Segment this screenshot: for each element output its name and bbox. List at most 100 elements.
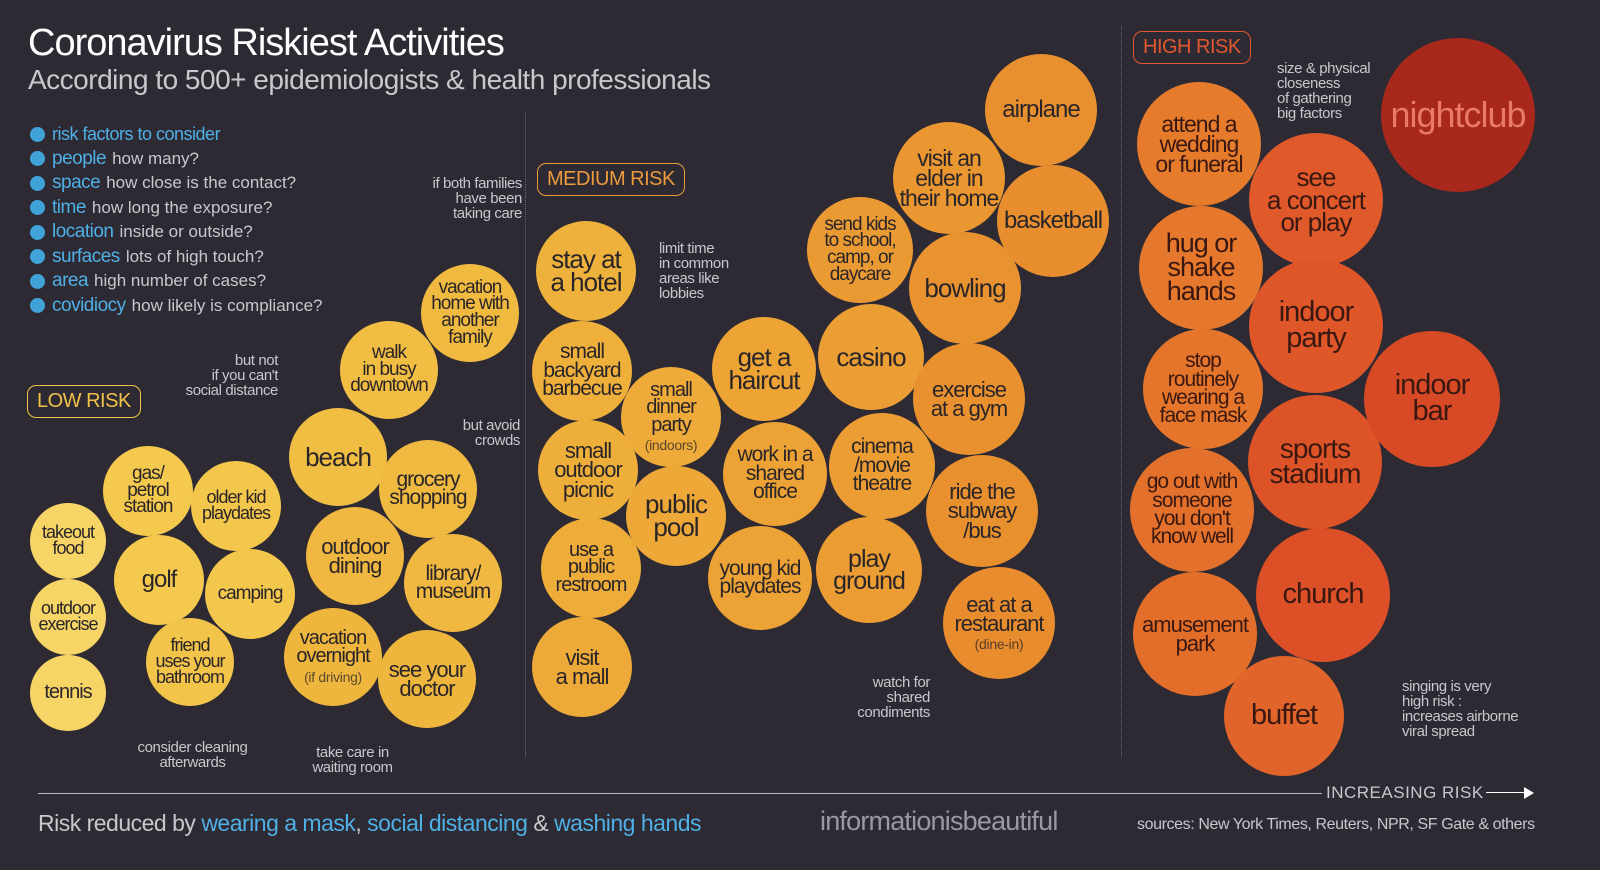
activity-work-in-a-shared-office: work in a shared office [723,422,827,526]
activity-label: small backyard barbecue [542,340,623,401]
activity-send-kids-to-school-camp-or-daycare: send kids to school, camp, or daycare [807,197,913,303]
factor-area: area high number of cases? [30,269,323,294]
activity-label: outdoor dining [321,533,390,578]
high-risk-label: HIGH RISK [1133,31,1251,64]
activity-label: basketball [1003,207,1103,235]
note-both-families: if both families have been taking care [432,175,523,222]
activity-label: see your doctor [388,656,466,701]
activity-sub-label: (if driving) [304,668,362,685]
risk-factor-list: risk factors to consider people how many… [30,122,323,318]
activity-label: visit a mall [555,644,610,689]
activity-label: eat at a restaurant [954,591,1044,636]
activity-visit-an-elder-in-their-home: visit an elder in their home [893,122,1005,234]
activity-indoor-party: indoor party [1249,259,1383,393]
note-waiting-room: take care in waiting room [312,744,393,776]
factor-name: space [52,172,101,194]
activity-label: use a public restroom [555,538,628,596]
globe-icon [30,273,45,289]
footer-distancing: social distancing [367,810,528,836]
activity-grocery-shopping: grocery shopping [379,440,477,538]
activity-bowling: bowling [909,232,1021,344]
low-risk-label: LOW RISK [27,385,141,418]
factor-name: covidiocy [52,294,126,316]
activity-basketball: basketball [997,165,1109,277]
activity-church: church [1256,528,1390,662]
activity-label: see a concert or play [1267,161,1366,238]
axis-arrow [1486,792,1530,793]
risk-factors-heading-text: risk factors to consider [52,123,221,144]
activity-indoor-bar: indoor bar [1364,331,1500,467]
factor-surfaces: surfaces lots of high touch? [30,245,323,270]
activity-vacation-home-with-another-family: vacation home with another family [421,264,519,362]
activity-gas-petrol-station: gas/ petrol station [103,446,193,536]
activity-play-ground: play ground [816,517,922,623]
activity-older-kid-playdates: older kid playdates [191,461,281,551]
activity-label: walk in busy downtown [350,341,429,397]
footer-washing: washing hands [554,810,702,836]
brand-logo: informationisbeautiful [820,806,1058,836]
activity-cinema-movie-theatre: cinema /movie theatre [829,413,935,519]
factor-name: surfaces [52,245,120,267]
activity-sub-label: (dine-in) [974,636,1024,653]
factor-desc: how close is the contact? [106,173,297,193]
activity-label: vacation overnight [296,627,370,667]
activity-label: go out with someone you don't know well [1146,470,1239,549]
activity-young-kid-playdates: young kid playdates [708,526,812,630]
note-social-distance: but not if you can't social distance [185,352,279,399]
clock-icon [30,200,45,216]
activity-label: cinema /movie theatre [851,435,914,496]
activity-nightclub: nightclub [1381,38,1535,192]
activity-sub-label: (indoors) [644,437,698,454]
activity-label: small outdoor picnic [554,437,623,502]
factor-desc: lots of high touch? [125,246,264,266]
risk-factors-heading: risk factors to consider [30,122,323,147]
activity-small-backyard-barbecue: small backyard barbecue [532,321,632,421]
activity-label: vacation home with another family [431,276,510,348]
activity-attend-a-wedding-or-funeral: attend a wedding or funeral [1137,82,1261,206]
activity-public-pool: public pool [626,466,726,566]
factor-desc: how many? [112,148,199,168]
activity-label: bowling [924,272,1006,303]
activity-amusement-park: amusement park [1133,572,1257,696]
activity-get-a-haircut: get a haircut [712,317,816,421]
activity-casino: casino [818,304,924,410]
factor-space: space how close is the contact? [30,171,323,196]
factor-covidiocy: covidiocy how likely is compliance? [30,294,323,319]
activity-label: golf [141,566,178,594]
activity-eat-at-a-restaurant: eat at a restaurant (dine-in) [943,567,1055,679]
activity-label: grocery shopping [389,467,467,509]
activity-use-a-public-restroom: use a public restroom [541,518,641,618]
activity-label: amusement park [1142,611,1249,656]
activity-label: hug or shake hands [1165,228,1238,306]
note-singing: singing is very high risk : increases ai… [1402,678,1519,740]
activity-label: older kid playdates [201,487,271,523]
activity-golf: golf [114,535,204,625]
activity-label: beach [305,441,372,472]
factor-desc: how likely is compliance? [131,295,323,315]
low-medium-divider [525,112,526,757]
sources-text: sources: New York Times, Reuters, NPR, S… [1137,816,1535,833]
activity-label: indoor party [1278,296,1355,354]
factor-desc: high number of cases? [94,271,267,291]
page-subtitle: According to 500+ epidemiologists & heal… [28,64,711,95]
location-icon [30,224,45,240]
activity-label: work in a shared office [737,443,813,504]
medium-high-divider [1121,26,1122,757]
activity-label: visit an elder in their home [899,144,1000,212]
factor-name: location [52,221,114,243]
footer-sep2: & [527,810,555,836]
risk-axis-line [38,793,1322,794]
activity-small-dinner-party: small dinner party (indoors) [621,367,721,467]
activity-takeout-food: takeout food [30,503,106,579]
activity-stay-at-a-hotel: stay at a hotel [536,221,636,321]
activity-label: indoor bar [1394,369,1471,427]
note-avoid-crowds: but avoid crowds [462,417,521,449]
activity-label: nightclub [1390,94,1526,136]
activity-label: stop routinely wearing a face mask [1159,349,1248,428]
activity-label: gas/ petrol station [123,462,174,518]
activity-hug-or-shake-hands: hug or shake hands [1139,206,1263,330]
activity-vacation-overnight: vacation overnight (if driving) [284,608,382,706]
activity-small-outdoor-picnic: small outdoor picnic [538,420,638,520]
space-icon [30,175,45,191]
factor-location: location inside or outside? [30,220,323,245]
